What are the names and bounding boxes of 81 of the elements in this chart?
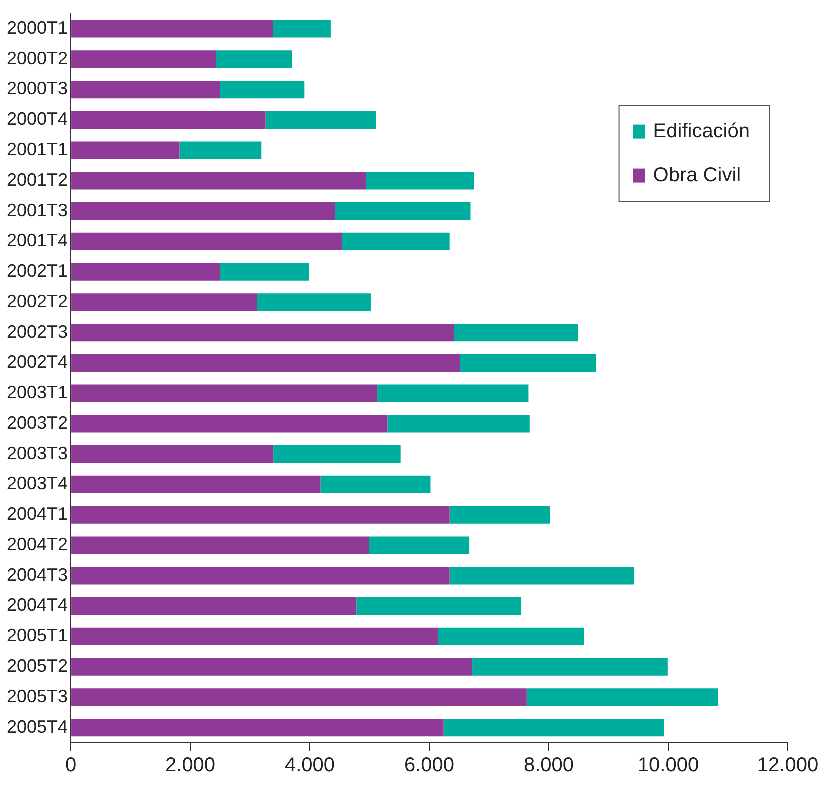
bar (274, 446, 401, 464)
y-tick-label: 2004T1 (6, 504, 68, 524)
y-tick-label: 2001T4 (6, 230, 68, 251)
bar (72, 294, 258, 312)
x-tick-label: 4.000 (285, 754, 336, 777)
x-tick-label: 12.000 (757, 754, 819, 777)
bar (72, 232, 342, 250)
y-tick-label: 2004T4 (6, 595, 68, 616)
bar (460, 354, 596, 372)
bar (180, 142, 262, 160)
bar (72, 597, 357, 616)
bar (72, 80, 220, 99)
bar (72, 354, 460, 372)
y-tick-label: 2002T2 (6, 291, 68, 312)
x-tick-label: 6.000 (404, 754, 455, 777)
y-tick-label: 2005T4 (6, 716, 68, 737)
bar (438, 628, 584, 646)
y-tick-label: 2002T3 (6, 322, 68, 342)
bar (72, 415, 388, 433)
bar (450, 567, 634, 585)
bar (450, 506, 550, 524)
y-tick-label: 2003T2 (6, 412, 68, 433)
y-tick-label: 2001T2 (6, 170, 68, 190)
y-tick-label: 2005T1 (6, 626, 68, 646)
bar (72, 50, 216, 68)
x-tick-label: 2.000 (166, 754, 216, 777)
y-tick-label: 2003T3 (6, 443, 68, 464)
bar (220, 80, 305, 99)
bar (266, 111, 376, 129)
y-tick-label: 2000T1 (6, 18, 68, 38)
bar (378, 384, 529, 402)
bar (72, 172, 366, 190)
bar (72, 446, 274, 464)
y-tick-label: 2002T1 (6, 261, 68, 282)
y-tick-label: 2002T4 (6, 352, 68, 372)
bar (72, 202, 336, 220)
x-tick-label: 10.000 (638, 754, 700, 777)
bar (454, 324, 578, 342)
bar (342, 232, 450, 250)
bar (72, 111, 266, 129)
bar (72, 20, 273, 38)
bar (335, 202, 471, 220)
bar (72, 628, 438, 646)
y-tick-label: 2003T4 (6, 474, 68, 494)
bar (72, 142, 180, 160)
bar (72, 476, 321, 494)
bar (72, 718, 444, 737)
bar (72, 658, 473, 676)
bar (257, 294, 371, 312)
bar (369, 536, 470, 554)
y-tick-label: 2005T2 (6, 656, 68, 676)
bar (472, 658, 668, 676)
bar (272, 20, 331, 38)
bar (526, 688, 718, 706)
bar (220, 263, 310, 281)
y-tick-label: 2001T3 (6, 200, 68, 220)
legend-label: Edificación (653, 120, 750, 142)
y-tick-label: 2005T3 (6, 686, 68, 706)
bar (72, 324, 454, 342)
bar (444, 718, 664, 737)
bar (356, 597, 522, 616)
bar (388, 415, 530, 433)
bar (72, 536, 370, 554)
bar (72, 384, 378, 402)
y-tick-label: 2004T3 (6, 564, 68, 585)
x-tick-label: 0 (65, 754, 77, 777)
bar (72, 567, 450, 585)
y-tick-label: 2000T3 (6, 78, 68, 99)
bar (72, 263, 220, 281)
bar (216, 50, 292, 68)
bar (72, 688, 527, 706)
x-tick-label: 8.000 (524, 754, 574, 777)
y-tick-label: 2003T1 (6, 382, 68, 403)
bar (72, 506, 450, 524)
y-tick-label: 2001T1 (6, 139, 68, 160)
y-tick-label: 2000T4 (6, 109, 68, 130)
bar (320, 476, 431, 494)
y-tick-label: 2000T2 (6, 48, 68, 68)
legend-label: Obra Civil (653, 164, 742, 186)
y-tick-label: 2004T2 (6, 534, 68, 554)
bar (366, 172, 474, 190)
